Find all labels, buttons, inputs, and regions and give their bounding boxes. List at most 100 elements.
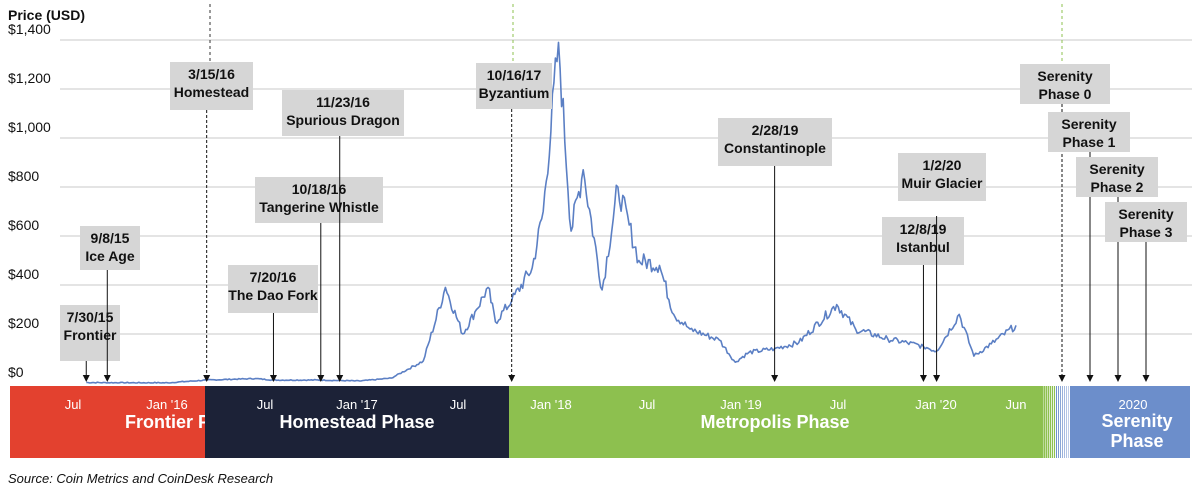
x-tick-label: Jul xyxy=(830,397,847,412)
phase-transition-stripe xyxy=(1062,386,1063,458)
annotation-callout: 10/16/17 Byzantium xyxy=(476,63,552,382)
phase-transition-stripe xyxy=(1048,386,1050,458)
annotation-label: 7/20/16 The Dao Fork xyxy=(228,269,318,303)
annotation-box xyxy=(60,305,120,361)
phase-transition-stripe xyxy=(1064,386,1065,458)
annotation-label: Serenity Phase 2 xyxy=(1089,161,1144,195)
annotation-arrowhead xyxy=(103,375,111,382)
y-tick-label: $1,200 xyxy=(8,70,51,86)
annotation-arrowhead xyxy=(336,375,344,382)
annotation-label: 7/30/15 Frontier xyxy=(64,309,117,343)
annotation-callout: Serenity Phase 2 xyxy=(1076,157,1158,382)
x-tick-label: Jan '16 xyxy=(146,397,188,412)
y-tick-label: $200 xyxy=(8,315,39,331)
upgrade-annotations: 7/30/15 Frontier 9/8/15 Ice Age 3/15/16 Homes… xyxy=(60,4,1187,382)
phase-band-segment xyxy=(509,386,1042,458)
annotation-box xyxy=(882,217,964,265)
annotation-label: 11/23/16 Spurious Dragon xyxy=(286,94,400,128)
x-tick-label: Jul xyxy=(450,397,467,412)
annotation-label: 9/8/15 Ice Age xyxy=(85,230,134,264)
annotation-box xyxy=(170,62,253,110)
price-line xyxy=(86,41,1017,384)
y-axis: $0 $200 $400 $600 $800 $1,000 $1,200 $1,400 xyxy=(8,21,1192,380)
annotation-box xyxy=(1020,64,1110,104)
annotation-label: 10/18/16 Tangerine Whistle xyxy=(259,181,379,215)
annotation-box xyxy=(282,90,404,136)
annotation-label: Serenity Phase 1 xyxy=(1061,116,1116,150)
annotation-arrowhead xyxy=(1086,375,1094,382)
annotation-arrowhead xyxy=(933,375,941,382)
annotation-box xyxy=(718,118,832,166)
source-note: Source: Coin Metrics and CoinDesk Resear… xyxy=(8,471,273,486)
annotation-box xyxy=(1076,157,1158,197)
annotation-arrowhead xyxy=(82,375,90,382)
annotation-label: 2/28/19 Constantinople xyxy=(724,122,826,156)
phase-band: Frontier Phase Homestead Phase Metropolis … xyxy=(10,386,1190,458)
x-tick-label: Jul xyxy=(65,397,82,412)
x-tick-label: Jul xyxy=(639,397,656,412)
annotation-callout: 9/8/15 Ice Age xyxy=(80,226,140,382)
annotation-callout: 12/8/19 Istanbul xyxy=(882,217,964,382)
annotation-box xyxy=(898,153,986,201)
x-axis-ticks: Jul Jan '16 Jul Jan '17 Jul Jan '18 Jul Jan '19… xyxy=(65,397,1148,412)
x-tick-label: Jun xyxy=(1006,397,1027,412)
phase-transition-stripe xyxy=(1046,386,1048,458)
y-tick-label: $1,000 xyxy=(8,119,51,135)
phase-label: Homestead Phase xyxy=(279,412,434,432)
annotation-box xyxy=(1048,112,1130,152)
phase-band-segment xyxy=(1070,386,1190,458)
annotation-label: Serenity Phase 3 xyxy=(1118,206,1173,240)
annotation-box xyxy=(476,63,552,109)
annotation-arrowhead xyxy=(1058,375,1066,382)
phase-transition-stripe xyxy=(1052,386,1054,458)
y-tick-label: $800 xyxy=(8,168,39,184)
phase-band-segment xyxy=(205,386,509,458)
annotation-callout: Serenity Phase 3 xyxy=(1105,202,1187,382)
x-tick-label: Jul xyxy=(257,397,274,412)
annotation-label: Serenity Phase 0 xyxy=(1037,68,1092,102)
annotation-callout: 1/2/20 Muir Glacier xyxy=(898,153,986,382)
annotation-callout: 10/18/16 Tangerine Whistle xyxy=(255,177,383,382)
annotation-arrowhead xyxy=(1114,375,1122,382)
phase-transition-stripe xyxy=(1060,386,1061,458)
phase-transition-stripe xyxy=(1054,386,1056,458)
x-tick-label: Jan '17 xyxy=(336,397,378,412)
annotation-arrowhead xyxy=(203,375,211,382)
phase-band-segment xyxy=(10,386,205,458)
y-tick-label: $0 xyxy=(8,364,24,380)
y-tick-label: $1,400 xyxy=(8,21,51,37)
phase-transition-stripe xyxy=(1058,386,1059,458)
annotation-arrowhead xyxy=(269,375,277,382)
phase-transition-stripe xyxy=(1044,386,1046,458)
y-tick-label: $400 xyxy=(8,266,39,282)
annotation-arrowhead xyxy=(919,375,927,382)
annotation-arrowhead xyxy=(1142,375,1150,382)
annotation-callout: 2/28/19 Constantinople xyxy=(718,118,832,382)
annotation-box xyxy=(1105,202,1187,242)
annotation-arrowhead xyxy=(508,375,516,382)
x-tick-label: Jan '19 xyxy=(720,397,762,412)
annotation-box xyxy=(255,177,383,223)
phase-label: Serenity Phase xyxy=(1101,411,1172,451)
annotation-label: 1/2/20 Muir Glacier xyxy=(902,157,983,191)
annotation-box xyxy=(228,265,318,313)
annotation-label: 10/16/17 Byzantium xyxy=(479,67,550,101)
annotation-callout: 7/30/15 Frontier xyxy=(60,305,120,382)
annotation-callout: 11/23/16 Spurious Dragon xyxy=(282,90,404,382)
annotation-callout: Serenity Phase 1 xyxy=(1048,112,1130,382)
annotation-arrowhead xyxy=(771,375,779,382)
annotation-label: 3/15/16 Homestead xyxy=(174,66,249,100)
annotation-callout: 3/15/16 Homestead xyxy=(170,62,253,382)
x-tick-label: 2020 xyxy=(1119,397,1148,412)
phase-transition-stripe xyxy=(1066,386,1067,458)
phase-transition-stripe xyxy=(1050,386,1052,458)
phase-transition-stripe xyxy=(1056,386,1057,458)
x-tick-label: Jan '18 xyxy=(530,397,572,412)
annotation-box xyxy=(80,226,140,270)
y-axis-title: Price (USD) xyxy=(8,7,85,23)
price-series xyxy=(86,41,1017,384)
y-tick-label: $600 xyxy=(8,217,39,233)
phase-label: Metropolis Phase xyxy=(700,412,849,432)
annotation-callout: 7/20/16 The Dao Fork xyxy=(228,265,318,382)
